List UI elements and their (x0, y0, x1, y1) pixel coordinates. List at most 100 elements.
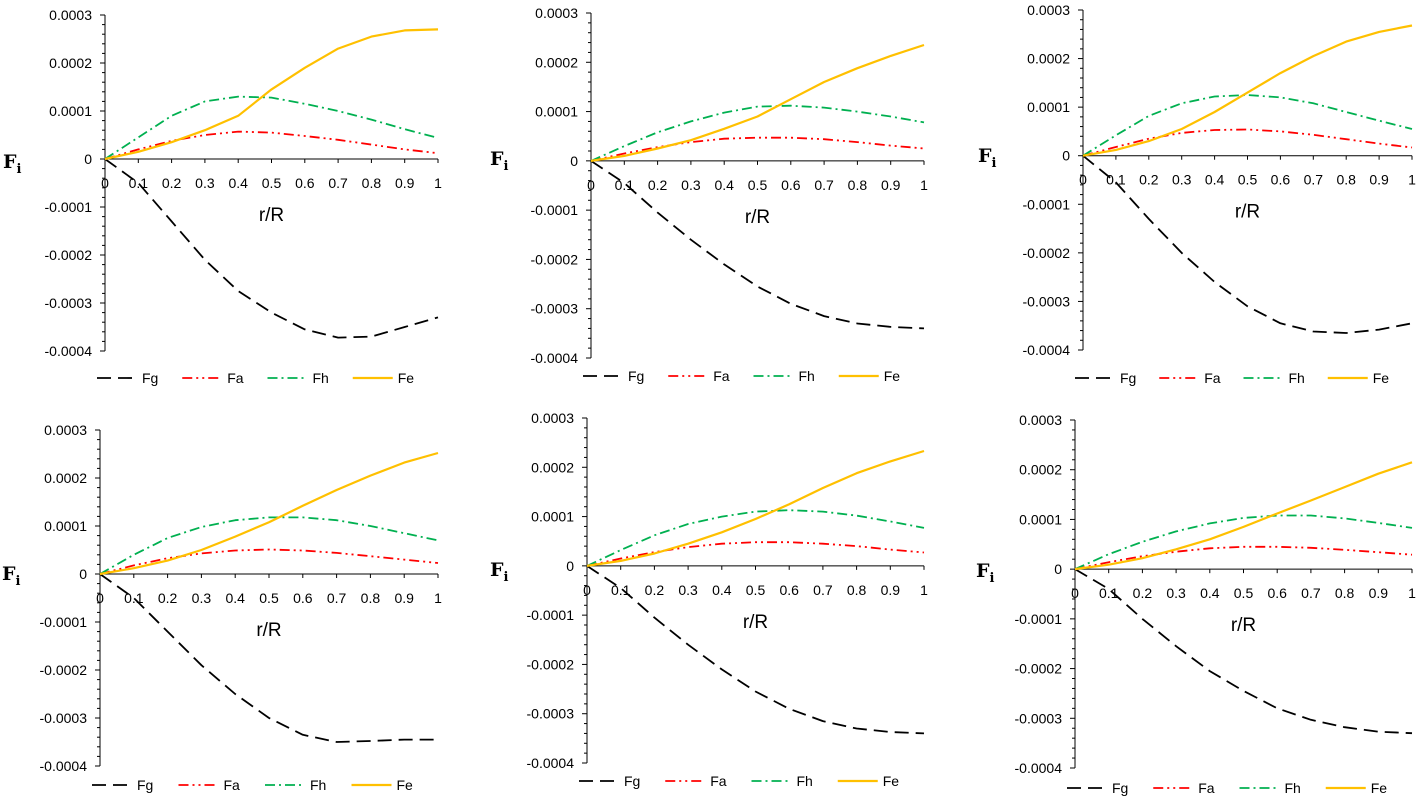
y-tick-label: 0 (1062, 148, 1070, 164)
series-line-fa (1082, 128, 1413, 157)
y-tick-label: 0.0003 (49, 7, 92, 23)
y-tick-label: -0.0002 (531, 251, 579, 267)
y-tick-label: 0.0003 (1027, 2, 1070, 18)
y-tick-label: -0.0001 (527, 607, 575, 623)
x-tick-label: 0.4 (1205, 172, 1225, 188)
series-line-fe (590, 43, 925, 162)
series-line-fa (1074, 545, 1413, 570)
y-axis-title: Fi (2, 563, 21, 589)
x-tick-label: 0.4 (1200, 585, 1220, 601)
y-axis-title-subscript: i (992, 156, 997, 171)
y-tick-label: 0.0003 (44, 422, 87, 438)
x-tick-label: 0.9 (395, 175, 415, 191)
x-tick-label: 0.8 (361, 590, 381, 606)
y-tick-label: 0.0003 (535, 5, 578, 21)
legend-label-fa: Fa (227, 370, 244, 386)
legend-label-fe: Fe (398, 370, 415, 386)
y-tick-label: 0.0002 (531, 459, 574, 475)
legend-label-fh: Fh (797, 773, 813, 789)
x-tick-label: 0 (587, 177, 595, 193)
y-axis-title-main: F (2, 563, 16, 585)
x-tick-label: 0.1 (611, 582, 631, 598)
x-tick-label: 0.2 (162, 175, 182, 191)
y-axis-title-subscript: i (504, 159, 509, 174)
x-axis-title: r/R (1231, 615, 1256, 636)
y-axis-title-main: F (978, 145, 992, 167)
x-tick-label: 1 (920, 582, 928, 598)
y-axis-title-main: F (976, 560, 990, 582)
x-tick-label: 0.7 (327, 590, 347, 606)
series-line-fe (99, 451, 439, 576)
series-line-fg (99, 573, 438, 743)
y-axis-title: Fi (978, 145, 997, 171)
y-tick-label: 0.0001 (1019, 511, 1062, 527)
series-line-fh (99, 516, 439, 575)
y-axis-title: Fi (490, 148, 509, 174)
y-tick-label: 0 (566, 558, 574, 574)
y-axis-title: Fi (3, 151, 22, 177)
series-line-fa (586, 541, 925, 567)
x-tick-label: 0.1 (1106, 172, 1126, 188)
x-tick-label: 0.2 (645, 582, 665, 598)
x-tick-label: 0 (1071, 585, 1079, 601)
y-tick-label: -0.0004 (527, 755, 575, 771)
y-tick-label: -0.0002 (527, 656, 575, 672)
x-tick-label: 0.3 (192, 590, 212, 606)
y-tick-label: 0.0002 (1027, 51, 1070, 67)
x-tick-label: 0.8 (1335, 585, 1355, 601)
x-tick-label: 0.8 (847, 582, 867, 598)
y-tick-label: -0.0003 (531, 301, 579, 317)
x-tick-label: 0.8 (1336, 172, 1356, 188)
y-tick-label: -0.0001 (45, 199, 93, 215)
x-tick-label: 0.7 (813, 582, 833, 598)
y-tick-label: -0.0003 (45, 295, 93, 311)
x-tick-label: 0.6 (1271, 172, 1291, 188)
x-tick-label: 0.9 (881, 582, 901, 598)
series-line-fh (104, 95, 439, 160)
y-tick-label: -0.0001 (40, 614, 88, 630)
y-tick-label: 0.0001 (531, 509, 574, 525)
legend-label-fg: Fg (1120, 370, 1136, 386)
y-tick-label: 0.0002 (1019, 462, 1062, 478)
series-line-fh (586, 509, 925, 567)
y-axis-title-subscript: i (16, 574, 21, 589)
x-tick-label: 0.3 (1172, 172, 1192, 188)
legend-label-fa: Fa (713, 368, 730, 384)
x-tick-label: 0.8 (848, 177, 868, 193)
series-line-fg (1082, 155, 1413, 334)
x-tick-label: 0.1 (1099, 585, 1119, 601)
series-line-fe (586, 449, 925, 567)
series-line-fa (99, 548, 439, 575)
legend-label-fe: Fe (883, 773, 900, 789)
x-tick-label: 0.6 (1267, 585, 1287, 601)
series-line-fh (1074, 514, 1413, 570)
x-tick-label: 1 (434, 175, 442, 191)
x-tick-label: 0.3 (195, 175, 215, 191)
x-tick-label: 0.4 (228, 175, 248, 191)
y-tick-label: -0.0004 (1015, 760, 1063, 776)
x-tick-label: 0 (583, 582, 591, 598)
x-tick-label: 0.9 (1369, 172, 1389, 188)
x-tick-label: 0.5 (259, 590, 279, 606)
chart-panel-2: 0.0003 0.0002 0.0001 0 -0.0001 -0.0002 -0.0003… (490, 5, 928, 384)
y-tick-label: -0.0001 (531, 202, 579, 218)
x-tick-label: 0.7 (328, 175, 348, 191)
y-tick-label: 0.0001 (1027, 99, 1070, 115)
legend-label-fe: Fe (397, 777, 414, 793)
legend-label-fe: Fe (884, 368, 901, 384)
y-tick-label: 0.0003 (531, 410, 574, 426)
y-tick-label: -0.0004 (531, 350, 579, 366)
x-tick-label: 0.7 (814, 177, 834, 193)
y-tick-label: -0.0003 (1023, 293, 1071, 309)
x-tick-label: 0.9 (881, 177, 901, 193)
y-tick-label: -0.0001 (1023, 196, 1071, 212)
y-tick-label: -0.0002 (40, 662, 88, 678)
legend-label-fa: Fa (1204, 370, 1221, 386)
x-tick-label: 0.5 (748, 177, 768, 193)
x-tick-label: 0.7 (1304, 172, 1324, 188)
y-tick-label: 0.0001 (535, 104, 578, 120)
series-line-fa (590, 136, 925, 162)
x-tick-label: 0.3 (1166, 585, 1186, 601)
x-tick-label: 0.4 (225, 590, 245, 606)
